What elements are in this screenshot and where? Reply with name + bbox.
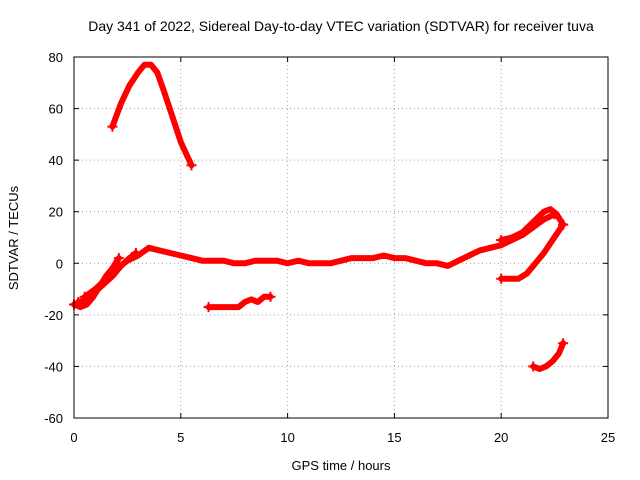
tick-layer: 0 5 10 15 20 25 -60 -40 -20 0 20 40 60 80 <box>44 50 615 445</box>
series-point-marker <box>496 235 507 246</box>
y-tick-label: -60 <box>44 411 63 426</box>
series-arc-late-recovery <box>498 221 567 282</box>
y-tick-label: 60 <box>49 102 63 117</box>
series-point-marker <box>496 273 507 284</box>
series-point-marker <box>73 296 84 307</box>
series-point-marker <box>558 338 569 349</box>
x-tick-label: 20 <box>494 430 508 445</box>
series-layer <box>69 61 569 372</box>
x-tick-label: 0 <box>70 430 77 445</box>
y-tick-label: -40 <box>44 359 63 374</box>
x-axis-label: GPS time / hours <box>292 458 391 473</box>
x-tick-label: 25 <box>601 430 615 445</box>
series-arc-mid-low <box>205 293 274 311</box>
series-point-marker <box>186 160 197 171</box>
y-tick-label: 80 <box>49 50 63 65</box>
series-point-marker <box>79 291 90 302</box>
series-arc-early-high <box>109 61 195 169</box>
series-point-marker <box>265 291 276 302</box>
y-tick-label: -20 <box>44 308 63 323</box>
y-tick-label: 0 <box>56 256 63 271</box>
y-tick-label: 40 <box>49 153 63 168</box>
series-point-marker <box>203 302 214 313</box>
x-tick-label: 5 <box>177 430 184 445</box>
series-point-marker <box>107 121 118 132</box>
y-tick-label: 20 <box>49 205 63 220</box>
plot-frame <box>73 56 609 419</box>
x-tick-label: 10 <box>280 430 294 445</box>
x-tick-label: 15 <box>387 430 401 445</box>
y-axis-label: SDTVAR / TECUs <box>6 185 21 290</box>
series-point-marker <box>558 219 569 230</box>
series-arc-main-upper <box>498 206 567 244</box>
series-point-marker <box>528 361 539 372</box>
grid-layer <box>74 57 608 418</box>
chart-title: Day 341 of 2022, Sidereal Day-to-day VTE… <box>88 18 594 34</box>
series-arc-main-baseline <box>81 211 558 300</box>
series-point-marker <box>113 253 124 264</box>
series-arc-late-low <box>530 340 567 372</box>
